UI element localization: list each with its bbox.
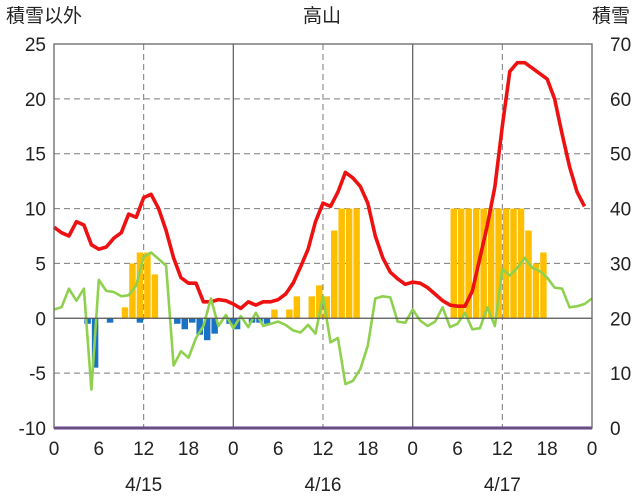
left-tick-label: 0 (35, 309, 46, 330)
bar (540, 252, 547, 319)
bar (106, 318, 114, 323)
bar (286, 309, 293, 319)
bar (136, 252, 144, 319)
bar (323, 296, 330, 319)
left-tick-label: 10 (25, 200, 46, 221)
bar (271, 309, 278, 319)
bar (308, 296, 316, 319)
bar (345, 208, 353, 319)
x-tick-label: 0 (49, 439, 60, 460)
bar (510, 208, 517, 319)
x-tick-label: 0 (587, 439, 598, 460)
bar (495, 208, 502, 319)
right-tick-label: 10 (610, 364, 631, 385)
right-tick-label: 50 (610, 145, 631, 166)
right-axis-title: 積雪 (592, 5, 630, 27)
bar (353, 208, 360, 319)
bar (211, 318, 218, 334)
bar (458, 208, 465, 319)
bar (136, 318, 144, 323)
bar (532, 263, 540, 319)
plot-frame (53, 43, 593, 429)
x-tick-label: 18 (178, 439, 199, 460)
x-tick-label: 6 (94, 439, 105, 460)
bar (487, 208, 495, 319)
series-line (53, 251, 593, 391)
left-tick-label: 25 (25, 35, 46, 56)
date-label: 4/17 (484, 475, 521, 496)
x-tick-label: 18 (537, 439, 558, 460)
right-tick-label: 60 (610, 90, 631, 111)
x-tick-label: 0 (228, 439, 239, 460)
bar (263, 318, 271, 324)
x-tick-label: 0 (407, 439, 418, 460)
series-line (52, 60, 587, 311)
x-tick-label: 6 (273, 439, 284, 460)
right-tick-label: 0 (610, 419, 621, 440)
left-tick-label: -10 (19, 419, 46, 440)
right-tick-label: 30 (610, 254, 631, 275)
bar (502, 208, 510, 319)
bar (121, 307, 129, 319)
bar (472, 208, 480, 319)
left-tick-label: -5 (29, 364, 46, 385)
bar (293, 296, 301, 319)
bar (174, 318, 181, 324)
bar (151, 274, 159, 319)
chart-title: 高山 (303, 5, 341, 27)
date-label: 4/15 (125, 475, 162, 496)
bar (189, 318, 196, 323)
bar (465, 208, 472, 319)
bar (144, 252, 151, 319)
axes-layer (53, 43, 593, 429)
date-label: 4/16 (305, 475, 342, 496)
x-tick-label: 6 (452, 439, 463, 460)
left-tick-label: 15 (25, 145, 46, 166)
bar (450, 208, 457, 319)
left-tick-label: 20 (25, 90, 46, 111)
x-tick-label: 12 (492, 439, 513, 460)
bar (203, 318, 211, 341)
bar (316, 285, 323, 319)
bar (338, 208, 345, 319)
x-tick-label: 12 (312, 439, 333, 460)
x-tick-label: 12 (133, 439, 154, 460)
left-tick-label: 5 (35, 254, 46, 275)
grid (54, 43, 592, 428)
right-tick-label: 40 (610, 200, 631, 221)
right-tick-label: 20 (610, 309, 631, 330)
x-tick-label: 18 (357, 439, 378, 460)
bar (84, 318, 91, 324)
bar (480, 208, 487, 319)
bar (196, 318, 203, 335)
bar (330, 230, 338, 319)
left-axis-title: 積雪以外 (6, 5, 82, 27)
bar (525, 230, 532, 319)
bars-layer (84, 208, 547, 368)
bar (181, 318, 188, 330)
right-tick-label: 70 (610, 35, 631, 56)
